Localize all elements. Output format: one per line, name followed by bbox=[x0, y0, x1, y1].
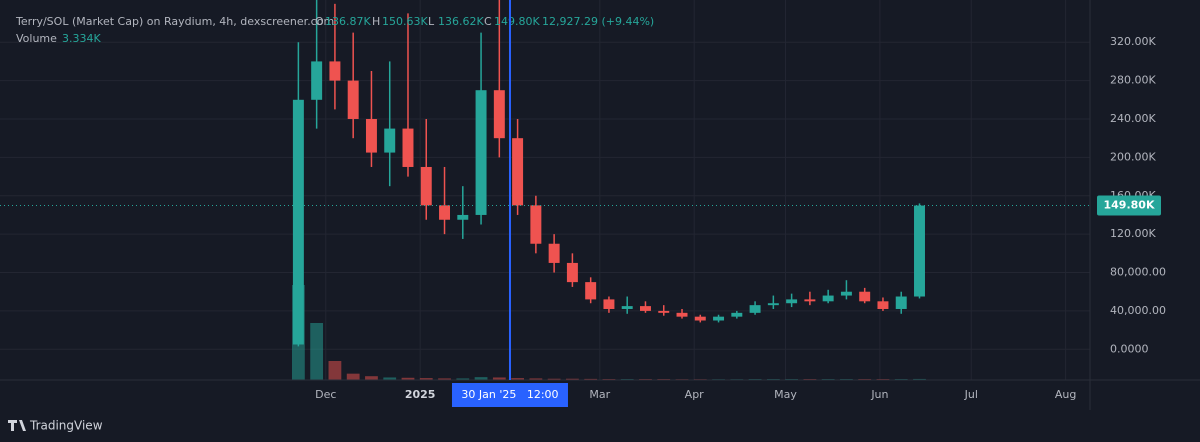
x-tick-label: Jul bbox=[964, 388, 978, 401]
volume-bar bbox=[401, 377, 415, 380]
crosshair-tag bbox=[451, 383, 568, 407]
candle-body bbox=[895, 296, 907, 309]
candle-body bbox=[767, 303, 779, 306]
volume-bar bbox=[511, 378, 524, 380]
candle-body bbox=[731, 312, 743, 317]
volume-bar bbox=[365, 376, 378, 380]
legend-value: 149.80K bbox=[494, 15, 540, 28]
volume-bar bbox=[310, 323, 324, 380]
y-tick-label: 320.00K bbox=[1110, 35, 1156, 48]
legend-label: Volume bbox=[16, 32, 57, 45]
candle-body bbox=[493, 90, 505, 139]
x-tick-label: May bbox=[774, 388, 797, 401]
candle-body bbox=[822, 295, 834, 302]
y-tick-label: 200.00K bbox=[1110, 150, 1156, 163]
candle-body bbox=[639, 306, 651, 311]
candle-body bbox=[603, 299, 615, 309]
x-tick-label: Dec bbox=[315, 388, 336, 401]
volume-bar bbox=[566, 378, 579, 380]
footer-brand: TradingView bbox=[29, 419, 103, 433]
candle-body bbox=[914, 205, 925, 297]
legend-value: 150.63K bbox=[382, 15, 428, 28]
crosshair-label: 30 Jan '25 12:00 bbox=[461, 388, 558, 401]
plot bbox=[0, 0, 1090, 380]
candle-body bbox=[786, 299, 798, 304]
candle-body bbox=[585, 282, 597, 300]
candle-body bbox=[329, 61, 341, 81]
legend: Terry/SOL (Market Cap) on Raydium, 4h, d… bbox=[15, 15, 654, 45]
y-tick-label: 120.00K bbox=[1110, 227, 1156, 240]
y-tick-label: 240.00K bbox=[1110, 112, 1156, 125]
volume-bar bbox=[474, 377, 488, 380]
candle-body bbox=[292, 99, 304, 345]
volume-bar bbox=[419, 378, 433, 380]
candle-body bbox=[530, 205, 542, 244]
x-tick-label: 2025 bbox=[405, 388, 436, 401]
candle-body bbox=[475, 90, 487, 215]
x-tick-label: Apr bbox=[685, 388, 705, 401]
volume-bar bbox=[584, 378, 598, 380]
legend-value: 136.62K bbox=[438, 15, 484, 28]
candle-body bbox=[877, 301, 889, 309]
legend-label: H bbox=[372, 15, 380, 28]
legend-label: O bbox=[315, 15, 324, 28]
x-tick-label: Aug bbox=[1055, 388, 1076, 401]
candle-body bbox=[713, 316, 725, 321]
candle-body bbox=[311, 61, 323, 100]
volume-bar bbox=[547, 378, 561, 380]
candle-body bbox=[840, 291, 852, 296]
volume-bar bbox=[456, 378, 470, 380]
candle-body bbox=[859, 291, 871, 302]
y-tick-label: 280.00K bbox=[1110, 74, 1156, 87]
candle-body bbox=[439, 205, 451, 220]
candle-body bbox=[694, 316, 706, 321]
candle-body bbox=[384, 128, 396, 153]
volume-bar bbox=[913, 378, 926, 380]
candle-body bbox=[402, 128, 414, 167]
candle-body bbox=[566, 262, 578, 283]
logo: TradingView bbox=[8, 419, 103, 433]
volume-bar bbox=[529, 378, 543, 380]
legend-value: 3.334K bbox=[62, 32, 101, 45]
volume-bar bbox=[438, 378, 451, 380]
last-price-label: 149.80K bbox=[1104, 199, 1155, 212]
candle-body bbox=[621, 306, 633, 309]
candle-body bbox=[512, 138, 524, 206]
volume-bar bbox=[328, 361, 342, 380]
volume-bar bbox=[383, 377, 397, 380]
volume-bar bbox=[346, 373, 360, 380]
candle-body bbox=[804, 299, 816, 302]
candle-body bbox=[365, 118, 377, 153]
candle-body bbox=[457, 214, 469, 220]
candle-body bbox=[548, 243, 560, 263]
candle-body bbox=[420, 166, 432, 206]
legend-value: 136.87K bbox=[325, 15, 371, 28]
legend-value: 12,927.29 (+9.44%) bbox=[542, 15, 654, 28]
candle-body bbox=[749, 305, 761, 313]
candle-body bbox=[658, 310, 670, 313]
x-tick-label: Mar bbox=[589, 388, 610, 401]
last-price-tag bbox=[1097, 195, 1161, 216]
y-tick-label: 80,000.00 bbox=[1110, 266, 1166, 279]
x-tick-label: Jun bbox=[870, 388, 888, 401]
candle-body bbox=[676, 312, 688, 317]
y-tick-label: 40,000.00 bbox=[1110, 304, 1166, 317]
candle-body bbox=[347, 80, 359, 119]
chart-title: Terry/SOL (Market Cap) on Raydium, 4h, d… bbox=[15, 15, 334, 28]
legend-label: L bbox=[428, 15, 435, 28]
legend-label: C bbox=[484, 15, 492, 28]
y-tick-label: 0.0000 bbox=[1110, 342, 1149, 355]
volume-bar bbox=[492, 377, 506, 380]
